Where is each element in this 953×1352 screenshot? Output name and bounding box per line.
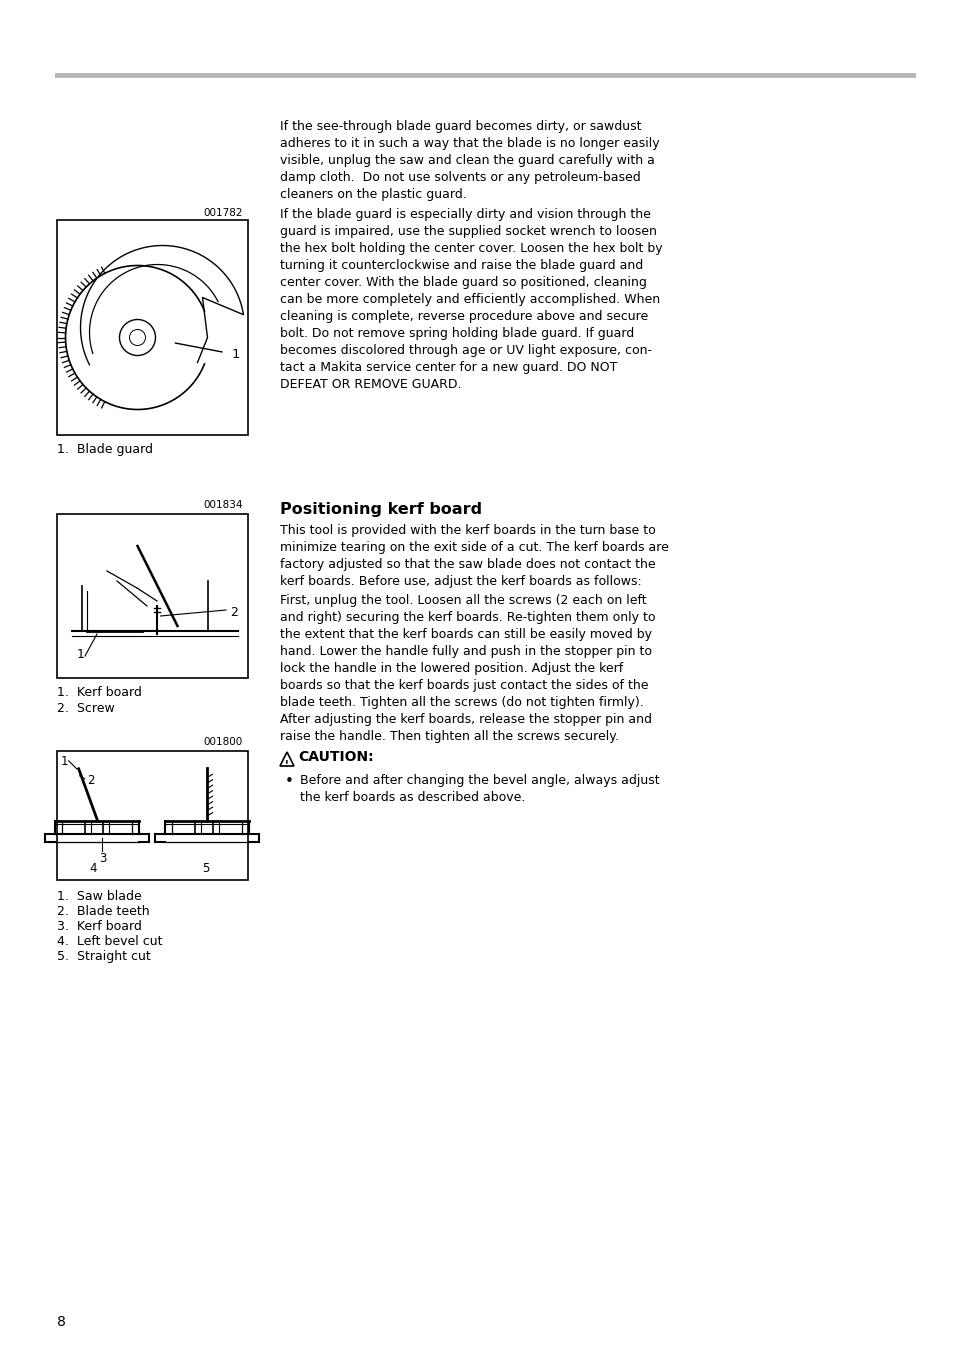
Text: •: • bbox=[285, 773, 294, 790]
Text: center cover. With the blade guard so positioned, cleaning: center cover. With the blade guard so po… bbox=[280, 276, 646, 289]
Text: !: ! bbox=[285, 760, 289, 769]
Text: 1.  Kerf board: 1. Kerf board bbox=[57, 685, 142, 699]
Text: 1.  Saw blade: 1. Saw blade bbox=[57, 890, 142, 903]
Text: 2: 2 bbox=[87, 773, 94, 787]
Text: 4: 4 bbox=[90, 861, 97, 875]
Text: DEFEAT OR REMOVE GUARD.: DEFEAT OR REMOVE GUARD. bbox=[280, 379, 461, 391]
Text: If the see-through blade guard becomes dirty, or sawdust: If the see-through blade guard becomes d… bbox=[280, 120, 640, 132]
Text: 3: 3 bbox=[99, 853, 107, 865]
Circle shape bbox=[119, 319, 155, 356]
Text: and right) securing the kerf boards. Re-tighten them only to: and right) securing the kerf boards. Re-… bbox=[280, 611, 655, 625]
Text: bolt. Do not remove spring holding blade guard. If guard: bolt. Do not remove spring holding blade… bbox=[280, 327, 634, 339]
Text: damp cloth.  Do not use solvents or any petroleum-based: damp cloth. Do not use solvents or any p… bbox=[280, 170, 640, 184]
Text: 2.  Blade teeth: 2. Blade teeth bbox=[57, 904, 150, 918]
Text: adheres to it in such a way that the blade is no longer easily: adheres to it in such a way that the bla… bbox=[280, 137, 659, 150]
Text: After adjusting the kerf boards, release the stopper pin and: After adjusting the kerf boards, release… bbox=[280, 713, 651, 726]
Text: blade teeth. Tighten all the screws (do not tighten firmly).: blade teeth. Tighten all the screws (do … bbox=[280, 696, 643, 708]
Text: 3.  Kerf board: 3. Kerf board bbox=[57, 919, 142, 933]
Text: cleaners on the plastic guard.: cleaners on the plastic guard. bbox=[280, 188, 466, 201]
Text: the kerf boards as described above.: the kerf boards as described above. bbox=[299, 791, 525, 804]
Text: 1.  Blade guard: 1. Blade guard bbox=[57, 443, 152, 456]
Text: Before and after changing the bevel angle, always adjust: Before and after changing the bevel angl… bbox=[299, 773, 659, 787]
Text: boards so that the kerf boards just contact the sides of the: boards so that the kerf boards just cont… bbox=[280, 679, 648, 692]
Text: turning it counterclockwise and raise the blade guard and: turning it counterclockwise and raise th… bbox=[280, 260, 642, 272]
Text: factory adjusted so that the saw blade does not contact the: factory adjusted so that the saw blade d… bbox=[280, 558, 655, 571]
Text: 001782: 001782 bbox=[203, 208, 243, 218]
Bar bbox=[57, 220, 248, 435]
Text: tact a Makita service center for a new guard. DO NOT: tact a Makita service center for a new g… bbox=[280, 361, 617, 375]
Text: 1: 1 bbox=[77, 648, 85, 661]
Circle shape bbox=[130, 330, 146, 346]
Text: becomes discolored through age or UV light exposure, con-: becomes discolored through age or UV lig… bbox=[280, 343, 651, 357]
Text: 8: 8 bbox=[57, 1315, 66, 1329]
Text: CAUTION:: CAUTION: bbox=[297, 750, 374, 764]
Text: raise the handle. Then tighten all the screws securely.: raise the handle. Then tighten all the s… bbox=[280, 730, 618, 744]
Text: kerf boards. Before use, adjust the kerf boards as follows:: kerf boards. Before use, adjust the kerf… bbox=[280, 575, 641, 588]
Text: If the blade guard is especially dirty and vision through the: If the blade guard is especially dirty a… bbox=[280, 208, 650, 220]
Text: minimize tearing on the exit side of a cut. The kerf boards are: minimize tearing on the exit side of a c… bbox=[280, 541, 668, 554]
Text: visible, unplug the saw and clean the guard carefully with a: visible, unplug the saw and clean the gu… bbox=[280, 154, 654, 168]
Text: can be more completely and efficiently accomplished. When: can be more completely and efficiently a… bbox=[280, 293, 659, 306]
Text: 4.  Left bevel cut: 4. Left bevel cut bbox=[57, 936, 162, 948]
Text: 5.  Straight cut: 5. Straight cut bbox=[57, 950, 151, 963]
Text: 1: 1 bbox=[232, 347, 240, 361]
Text: 001800: 001800 bbox=[204, 737, 243, 748]
Text: cleaning is complete, reverse procedure above and secure: cleaning is complete, reverse procedure … bbox=[280, 310, 648, 323]
Text: guard is impaired, use the supplied socket wrench to loosen: guard is impaired, use the supplied sock… bbox=[280, 224, 657, 238]
Text: the hex bolt holding the center cover. Loosen the hex bolt by: the hex bolt holding the center cover. L… bbox=[280, 242, 662, 256]
Text: 001834: 001834 bbox=[203, 500, 243, 510]
Text: hand. Lower the handle fully and push in the stopper pin to: hand. Lower the handle fully and push in… bbox=[280, 645, 651, 658]
Text: First, unplug the tool. Loosen all the screws (2 each on left: First, unplug the tool. Loosen all the s… bbox=[280, 594, 646, 607]
Text: the extent that the kerf boards can still be easily moved by: the extent that the kerf boards can stil… bbox=[280, 627, 651, 641]
Text: This tool is provided with the kerf boards in the turn base to: This tool is provided with the kerf boar… bbox=[280, 525, 655, 537]
Text: 2: 2 bbox=[230, 606, 237, 619]
Bar bbox=[57, 514, 248, 677]
Text: lock the handle in the lowered position. Adjust the kerf: lock the handle in the lowered position.… bbox=[280, 662, 622, 675]
Bar bbox=[57, 750, 248, 880]
Text: 5: 5 bbox=[202, 861, 210, 875]
Text: 2.  Screw: 2. Screw bbox=[57, 702, 114, 715]
Text: Positioning kerf board: Positioning kerf board bbox=[280, 502, 481, 516]
Text: 1: 1 bbox=[61, 754, 68, 768]
